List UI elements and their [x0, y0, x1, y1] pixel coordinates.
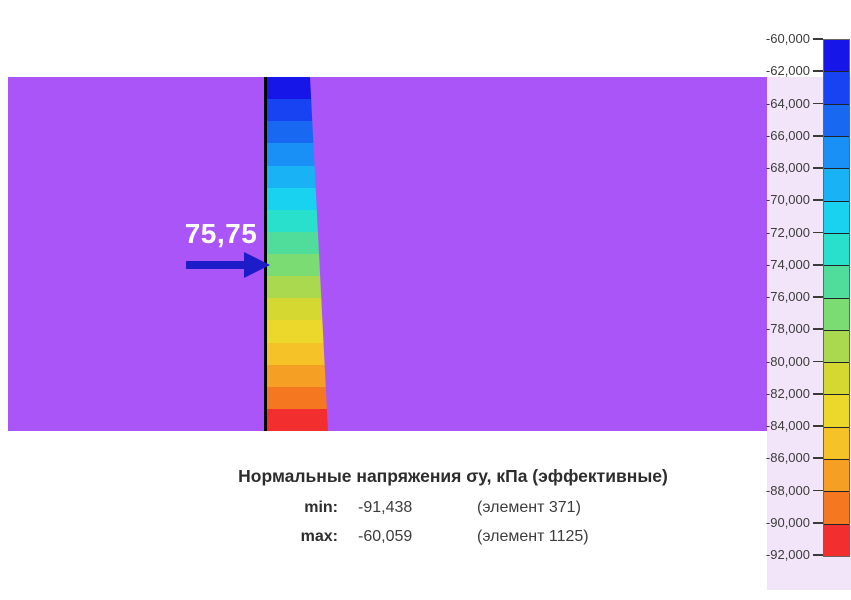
colorbar-tick-label: -62,000: [765, 63, 810, 79]
colorbar-tick-label: -74,000: [765, 256, 810, 272]
colorbar-tick: [813, 392, 823, 395]
stress-band: [266, 342, 328, 365]
min-element: (элемент 371): [477, 499, 581, 516]
stress-band: [266, 320, 328, 343]
colorbar-segment: [824, 168, 849, 201]
colorbar-tick: [813, 457, 823, 460]
min-value: -91,438: [358, 499, 413, 516]
max-value: -60,059: [358, 528, 413, 545]
stress-band: [266, 298, 328, 321]
stress-band: [266, 165, 328, 188]
stress-band: [266, 231, 328, 254]
stress-annotation-label: 75,75: [184, 218, 258, 249]
colorbar-segment: [824, 426, 849, 460]
colorbar-tick: [813, 263, 823, 266]
stress-band: [266, 187, 328, 210]
colorbar-tick: [813, 167, 823, 169]
stress-band: [266, 209, 328, 232]
min-label: min:: [304, 499, 338, 516]
colorbar-tick: [813, 521, 823, 524]
stress-wall: [266, 77, 328, 431]
colorbar-segment: [824, 103, 849, 136]
colorbar-segment: [824, 265, 849, 298]
colorbar-tick-label: -80,000: [765, 353, 810, 369]
colorbar-tick: [813, 102, 823, 105]
arrow-icon: [186, 252, 270, 278]
colorbar-tick-label: -92,000: [765, 547, 810, 562]
max-label: max:: [300, 528, 338, 545]
colorbar-segment: [824, 297, 849, 330]
colorbar-segment: [824, 135, 849, 169]
colorbar-segment: [824, 362, 849, 395]
colorbar-tick: [813, 296, 823, 298]
stress-band: [266, 276, 328, 299]
colorbar-tick: [813, 199, 823, 202]
colorbar-segment: [824, 394, 849, 427]
colorbar-tick: [813, 489, 823, 492]
colorbar-tick-label: -82,000: [765, 385, 810, 401]
colorbar-tick: [813, 231, 823, 234]
stress-band: [266, 386, 328, 409]
colorbar-segment: [824, 40, 849, 72]
colorbar-tick: [813, 70, 823, 73]
colorbar-segment: [824, 491, 849, 524]
colorbar-tick-label: -66,000: [765, 127, 810, 143]
max-element: (элемент 1125): [477, 528, 589, 545]
colorbar-segment: [824, 232, 849, 266]
colorbar-segment: [824, 523, 849, 556]
stress-band: [266, 364, 328, 387]
colorbar-tick: [813, 554, 823, 556]
colorbar-tick-label: -86,000: [765, 450, 810, 466]
stress-band: [266, 254, 328, 277]
colorbar: [823, 39, 850, 557]
colorbar-segment: [824, 329, 849, 363]
colorbar-tick-label: -72,000: [765, 224, 810, 240]
colorbar-tick-label: -64,000: [765, 95, 810, 111]
wall-outline: [264, 77, 267, 431]
colorbar-tick-label: -88,000: [765, 482, 810, 498]
soil-domain-field: [8, 77, 767, 431]
colorbar-tick: [813, 38, 823, 40]
colorbar-tick-label: -90,000: [765, 514, 810, 530]
stress-band: [266, 143, 328, 166]
colorbar-tick-label: -60,000: [765, 31, 810, 46]
colorbar-tick-label: -78,000: [765, 321, 810, 337]
stress-band: [266, 121, 328, 144]
colorbar-segment: [824, 459, 849, 492]
colorbar-segment: [824, 71, 849, 104]
colorbar-segment: [824, 200, 849, 233]
colorbar-tick: [813, 328, 823, 331]
colorbar-tick-label: -68,000: [765, 160, 810, 175]
colorbar-tick-label: -84,000: [765, 418, 810, 433]
colorbar-tick-label: -76,000: [765, 289, 810, 304]
stress-band: [266, 408, 328, 431]
colorbar-tick: [813, 425, 823, 427]
colorbar-tick-label: -70,000: [765, 192, 810, 208]
colorbar-tick: [813, 134, 823, 137]
chart-title: Нормальные напряжения σy, кПа (эффективн…: [238, 466, 668, 486]
colorbar-tick: [813, 360, 823, 363]
